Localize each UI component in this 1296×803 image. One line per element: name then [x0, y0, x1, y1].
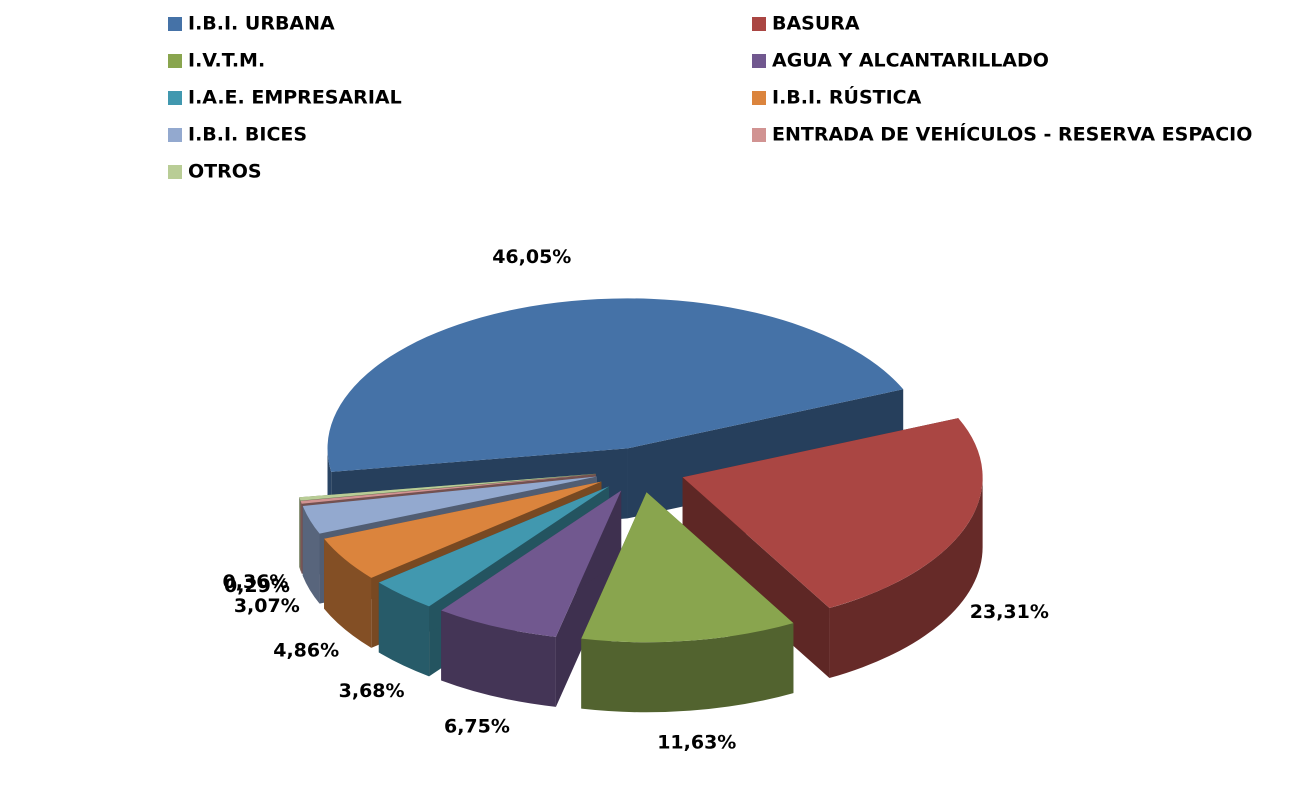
data-label: 3,07% [234, 595, 300, 617]
legend-swatch [752, 54, 766, 68]
slice-wall [299, 497, 301, 571]
data-label: 4,86% [273, 639, 339, 661]
data-label: 0,36% [223, 571, 289, 593]
slice-wall [300, 501, 302, 574]
data-label: 11,63% [657, 731, 736, 753]
legend-swatch [168, 54, 182, 68]
legend-label: I.V.T.M. [188, 50, 265, 72]
slice [324, 481, 602, 578]
legend-label: AGUA Y ALCANTARILLADO [772, 50, 1049, 72]
slice [682, 418, 983, 609]
slice [441, 490, 622, 707]
slice [441, 490, 622, 637]
data-label: 0,29% [224, 575, 290, 597]
data-label: 6,75% [444, 716, 510, 738]
legend-swatch [168, 17, 182, 31]
slice [302, 476, 597, 534]
slice-wall [829, 477, 983, 679]
data-label: 46,05% [492, 246, 571, 268]
legend-swatch [168, 91, 182, 105]
legend-label: I.A.E. EMPRESARIAL [188, 87, 402, 109]
legend-swatch [168, 128, 182, 142]
legend-label: I.B.I. RÚSTICA [772, 85, 922, 109]
slice-wall [581, 623, 794, 713]
legend-swatch [752, 128, 766, 142]
slice [327, 298, 904, 472]
slice-wall [441, 610, 556, 707]
legend-label: I.B.I. URBANA [188, 13, 335, 35]
slice [299, 473, 596, 501]
legend-swatch [752, 17, 766, 31]
data-label: 23,31% [970, 601, 1049, 623]
legend-label: I.B.I. BICES [188, 124, 307, 146]
legend-label: BASURA [772, 13, 860, 35]
slice [581, 492, 794, 643]
legend-swatch [752, 91, 766, 105]
slice-wall [324, 538, 372, 648]
slice [581, 492, 794, 713]
slice-wall [378, 582, 430, 677]
slice [300, 474, 596, 504]
data-label: 3,68% [339, 680, 405, 702]
slice-side [378, 486, 610, 653]
slice-wall [302, 506, 320, 604]
slice [378, 486, 610, 607]
legend-label: ENTRADA DE VEHÍCULOS - RESERVA ESPACIO [772, 123, 1252, 146]
legend-swatch [168, 165, 182, 179]
legend-label: OTROS [188, 161, 262, 183]
